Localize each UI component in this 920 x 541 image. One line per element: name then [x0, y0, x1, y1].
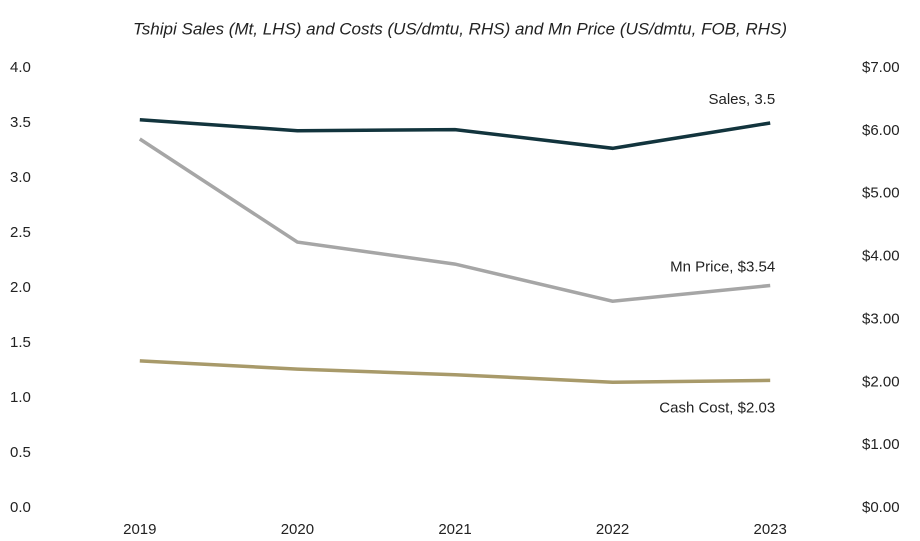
x-tick-label: 2022: [596, 521, 629, 538]
y-tick-label: 4.0: [10, 59, 31, 76]
y-tick-label: 3.5: [10, 114, 31, 131]
y-tick-label: 2.5: [10, 224, 31, 241]
series-label: Cash Cost, $2.03: [659, 399, 775, 416]
y2-tick-label: $2.00: [862, 373, 900, 390]
x-tick-label: 2019: [123, 521, 156, 538]
y-tick-label: 2.0: [10, 279, 31, 296]
line-series: [139, 117, 771, 151]
line-series: [139, 359, 771, 385]
y-tick-label: 1.5: [10, 334, 31, 351]
y-tick-label: 0.0: [10, 499, 31, 516]
y-tick-label: 0.5: [10, 444, 31, 461]
x-tick-label: 2020: [281, 521, 314, 538]
x-tick-label: 2021: [438, 521, 471, 538]
y2-tick-label: $6.00: [862, 122, 900, 139]
y2-tick-label: $3.00: [862, 310, 900, 327]
chart-title: Tshipi Sales (Mt, LHS) and Costs (US/dmt…: [133, 19, 787, 38]
series-label: Mn Price, $3.54: [670, 258, 775, 275]
y2-tick-label: $4.00: [862, 248, 900, 265]
line-series: [138, 137, 771, 303]
x-tick-label: 2023: [754, 521, 787, 538]
y2-tick-label: $0.00: [862, 499, 900, 516]
series-label: Sales, 3.5: [708, 91, 775, 108]
y2-tick-label: $1.00: [862, 436, 900, 453]
y2-tick-label: $5.00: [862, 185, 900, 202]
y-tick-label: 3.0: [10, 169, 31, 186]
y2-tick-label: $7.00: [862, 59, 900, 76]
y-tick-label: 1.0: [10, 389, 31, 406]
